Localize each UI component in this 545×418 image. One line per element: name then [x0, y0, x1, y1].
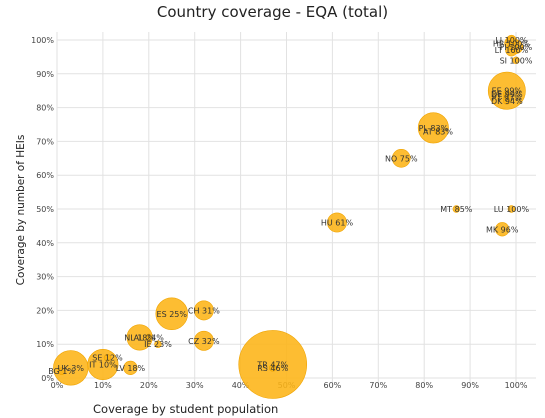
y-tick-label: 20%	[36, 306, 54, 315]
y-tick-label: 50%	[36, 205, 54, 214]
x-tick-label: 0%	[51, 381, 64, 390]
data-point-label: TR 47%	[256, 360, 288, 369]
data-point-label: ES 25%	[157, 310, 188, 319]
data-point-bubble	[57, 367, 66, 375]
data-point-label: SI 100%	[500, 56, 533, 65]
data-point-label: AL 24%	[134, 333, 165, 342]
data-point-bubble	[507, 205, 516, 213]
data-point-bubble	[269, 364, 277, 372]
y-tick-label: 90%	[36, 70, 54, 79]
x-tick-label: 90%	[461, 381, 479, 390]
data-point-label: FI 100%	[500, 43, 533, 52]
data-point-label: PT 97%	[492, 93, 522, 102]
y-tick-label: 80%	[36, 104, 54, 113]
data-point-bubble	[417, 112, 449, 144]
x-tick-label: 10%	[94, 381, 112, 390]
data-point-label: SE 12%	[92, 354, 123, 363]
data-point-label: UK 3%	[58, 364, 85, 373]
data-point-bubble	[503, 97, 511, 105]
y-tick-label: 30%	[36, 273, 54, 282]
data-point-label: CZ 32%	[188, 337, 220, 346]
data-point-bubble	[434, 127, 442, 135]
data-point-bubble	[193, 330, 214, 351]
y-tick-label: 100%	[31, 36, 54, 45]
x-tick-label: 70%	[369, 381, 387, 390]
data-point-label: AT 83%	[423, 127, 453, 136]
data-point-label: IE 23%	[144, 340, 172, 349]
data-point-label: DK 94%	[491, 97, 523, 106]
data-point-bubble	[452, 205, 461, 213]
data-point-label: HR 100%	[493, 39, 530, 48]
data-point-bubble	[512, 56, 520, 64]
data-point-label: MK 96%	[486, 225, 519, 234]
data-point-bubble	[154, 340, 162, 348]
data-point-label: EE 99%	[492, 87, 523, 96]
data-point-label: PL 83%	[419, 124, 449, 133]
data-point-label: LI 100%	[495, 36, 528, 45]
data-point-bubble	[391, 149, 411, 168]
data-point-label: CH 31%	[188, 306, 220, 315]
data-point-label: HU 61%	[321, 219, 354, 228]
x-axis-title: Coverage by student population	[93, 402, 279, 416]
data-point-bubble	[327, 212, 347, 233]
data-point-bubble	[123, 360, 138, 375]
x-tick-label: 60%	[324, 381, 342, 390]
y-tick-label: 0%	[41, 374, 54, 383]
data-point-label: LU 100%	[494, 205, 530, 214]
data-point-label: DE 99%	[491, 90, 523, 99]
data-point-label: NL 18%	[124, 333, 155, 342]
data-point-bubble	[193, 300, 214, 321]
x-tick-label: 100%	[505, 381, 528, 390]
data-point-label: MT 85%	[440, 205, 473, 214]
data-point-bubble	[155, 297, 188, 331]
data-point-label: LV 18%	[116, 364, 146, 373]
data-point-label: IT 10%	[89, 360, 117, 369]
data-point-bubble	[506, 34, 517, 46]
y-tick-label: 10%	[36, 340, 54, 349]
x-tick-label: 80%	[415, 381, 433, 390]
x-tick-label: 40%	[232, 381, 250, 390]
y-tick-label: 60%	[36, 171, 54, 180]
data-point-bubble	[495, 222, 510, 237]
chart-title: Country coverage - EQA (total)	[156, 3, 389, 21]
y-tick-label: 70%	[36, 137, 54, 146]
data-point-bubble	[145, 333, 153, 342]
x-tick-label: 20%	[140, 381, 158, 390]
data-point-label: BG 1%	[48, 367, 75, 376]
data-point-label: LT 100%	[495, 46, 529, 55]
data-point-label: NO 75%	[385, 154, 418, 163]
data-point-bubble	[103, 354, 112, 362]
y-tick-label: 40%	[36, 239, 54, 248]
x-tick-label: 30%	[186, 381, 204, 390]
data-point-label: RS 46%	[257, 364, 288, 373]
